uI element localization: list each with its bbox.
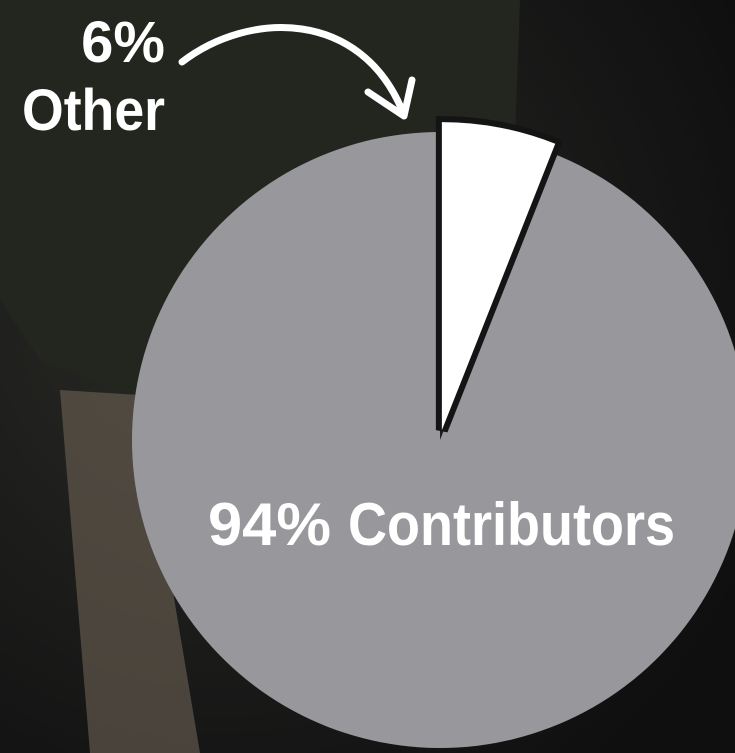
slice-category-label: Contributors — [348, 491, 675, 558]
page: 6% Other 94% Contributors (() => { const… — [0, 0, 735, 753]
pie-slice — [132, 132, 735, 748]
chart: 6% Other 94% Contributors — [0, 0, 735, 753]
slice-category-label: Other — [22, 78, 165, 143]
slice-value-label: 94% — [208, 491, 331, 558]
slice-value-label: 6% — [81, 10, 165, 75]
